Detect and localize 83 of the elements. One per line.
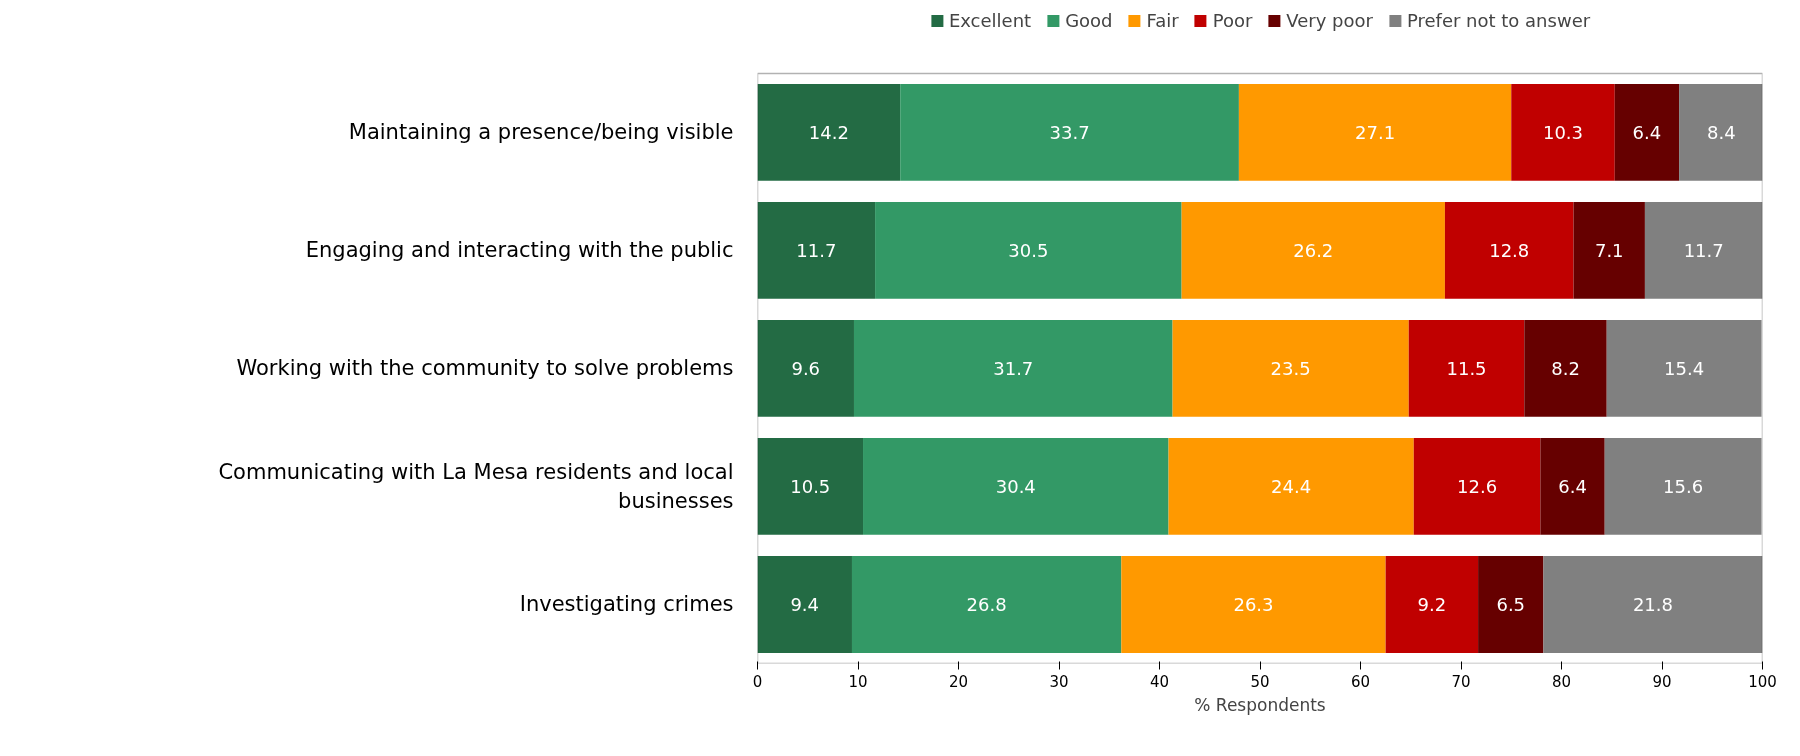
bar bbox=[1604, 438, 1762, 535]
bar bbox=[900, 84, 1239, 181]
data-label: 6.4 bbox=[1558, 475, 1587, 497]
data-label: 24.4 bbox=[1271, 475, 1312, 497]
bar bbox=[757, 202, 876, 299]
data-label: 6.4 bbox=[1632, 121, 1662, 143]
data-label: 23.5 bbox=[1270, 357, 1311, 379]
data-label: 26.2 bbox=[1293, 239, 1334, 261]
data-label: 8.4 bbox=[1706, 121, 1736, 143]
bar bbox=[1543, 556, 1763, 653]
x-tick-label: 50 bbox=[1250, 672, 1270, 691]
y-tick-label: Working with the community to solve problems bbox=[236, 356, 734, 381]
bar bbox=[851, 556, 1122, 653]
data-label: 9.2 bbox=[1417, 593, 1447, 615]
legend-label: Fair bbox=[1146, 10, 1179, 31]
y-tick-label: Engaging and interacting with the public bbox=[305, 238, 734, 263]
data-label: 27.1 bbox=[1355, 121, 1396, 143]
x-tick-label: 30 bbox=[1049, 672, 1069, 691]
x-tick-label: 80 bbox=[1551, 672, 1572, 691]
bar bbox=[853, 320, 1173, 417]
data-label: 8.2 bbox=[1551, 357, 1580, 379]
x-tick-label: 60 bbox=[1350, 672, 1371, 691]
data-label: 33.7 bbox=[1049, 121, 1090, 143]
data-label: 12.8 bbox=[1489, 239, 1530, 261]
bar bbox=[863, 438, 1169, 535]
bar bbox=[1606, 320, 1762, 417]
data-label: 11.7 bbox=[796, 239, 837, 261]
data-label: 15.4 bbox=[1664, 357, 1705, 379]
bar bbox=[1679, 84, 1763, 181]
data-label: 10.5 bbox=[790, 475, 831, 497]
bar bbox=[1644, 202, 1763, 299]
legend-label: Prefer not to answer bbox=[1406, 10, 1591, 31]
data-label: 31.7 bbox=[993, 357, 1034, 379]
legend-label: Good bbox=[1065, 10, 1113, 31]
bar bbox=[1408, 320, 1525, 417]
bar bbox=[757, 438, 864, 535]
bar bbox=[1168, 438, 1414, 535]
bar bbox=[757, 320, 854, 417]
bar bbox=[1573, 202, 1645, 299]
x-tick-label: 0 bbox=[752, 672, 763, 691]
legend-label: Excellent bbox=[948, 10, 1032, 31]
x-axis-title: % Respondents bbox=[1194, 694, 1326, 715]
bar bbox=[1614, 84, 1680, 181]
data-label: 11.5 bbox=[1446, 357, 1487, 379]
bar bbox=[1172, 320, 1409, 417]
bar bbox=[1385, 556, 1479, 653]
data-label: 7.1 bbox=[1594, 239, 1624, 261]
data-label: 15.6 bbox=[1663, 475, 1704, 497]
bar bbox=[1121, 556, 1386, 653]
y-tick-label: Communicating with La Mesa residents and local businesses bbox=[218, 460, 734, 513]
data-label: 14.2 bbox=[808, 121, 849, 143]
bar bbox=[1478, 556, 1544, 653]
x-tick-label: 10 bbox=[848, 672, 868, 691]
legend-label: Poor bbox=[1212, 10, 1253, 31]
bar bbox=[1524, 320, 1607, 417]
bar bbox=[1413, 438, 1541, 535]
bar bbox=[875, 202, 1182, 299]
bar bbox=[757, 84, 901, 181]
data-label: 26.3 bbox=[1233, 593, 1274, 615]
data-label: 9.4 bbox=[790, 593, 820, 615]
x-tick-label: 100 bbox=[1748, 672, 1777, 691]
y-tick-label: Investigating crimes bbox=[519, 592, 734, 617]
x-tick-label: 20 bbox=[948, 672, 969, 691]
bar bbox=[1540, 438, 1605, 535]
data-label: 26.8 bbox=[966, 593, 1007, 615]
data-label: 11.7 bbox=[1683, 239, 1724, 261]
data-label: 10.3 bbox=[1542, 121, 1584, 143]
y-tick-label: Maintaining a presence/being visible bbox=[348, 120, 734, 145]
data-label: 30.5 bbox=[1008, 239, 1049, 261]
bar bbox=[1181, 202, 1445, 299]
data-label: 21.8 bbox=[1632, 593, 1673, 615]
x-tick-label: 40 bbox=[1149, 672, 1170, 691]
bar bbox=[1444, 202, 1574, 299]
data-label: 9.6 bbox=[791, 357, 821, 379]
legend-label: Very poor bbox=[1286, 10, 1373, 31]
x-tick-label: 90 bbox=[1652, 672, 1672, 691]
x-tick-label: 70 bbox=[1451, 672, 1471, 691]
bar bbox=[757, 556, 852, 653]
data-label: 12.6 bbox=[1457, 475, 1498, 497]
data-label: 6.5 bbox=[1496, 593, 1526, 615]
data-label: 30.4 bbox=[995, 475, 1036, 497]
bar bbox=[1511, 84, 1615, 181]
bar bbox=[1238, 84, 1512, 181]
